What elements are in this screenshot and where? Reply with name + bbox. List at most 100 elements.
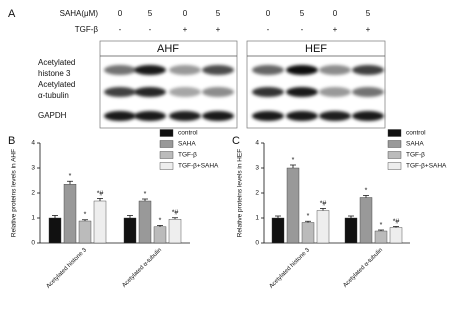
x-tick-label: Acetylated histone 3: [46, 247, 89, 290]
blot-band: [202, 65, 234, 75]
blot-band: [134, 111, 166, 121]
saha-dose: 5: [366, 9, 371, 18]
legend-swatch: [159, 151, 174, 159]
blot-band: [169, 111, 201, 121]
bar: [93, 200, 107, 244]
error-bar: [157, 225, 163, 227]
y-tick-label: 4: [31, 140, 35, 147]
blot-band: [286, 87, 318, 97]
bar: [374, 230, 388, 244]
x-tick-label: Acetylated α-tubulin: [121, 247, 163, 289]
bar: [301, 222, 315, 244]
legend-label: TGF-β: [178, 152, 197, 159]
significance-marker: *: [307, 213, 310, 220]
cell-label: HEF: [305, 43, 327, 55]
blot-band: [252, 87, 284, 97]
y-tick-label: 1: [255, 215, 259, 222]
y-tick-label: 1: [31, 215, 35, 222]
x-tick-label: Acetylated α-tubulin: [342, 247, 384, 289]
blot-band: [319, 65, 351, 75]
bar: [271, 217, 285, 244]
panel-label: A: [8, 8, 16, 20]
saha-dose: 0: [333, 9, 338, 18]
blot-band: [202, 87, 234, 97]
blot-band: [352, 65, 384, 75]
bar: [316, 210, 330, 244]
error-bar: [275, 215, 281, 218]
blot-band: [352, 111, 384, 121]
blot-band: [134, 87, 166, 97]
y-tick-label: 3: [31, 165, 35, 172]
error-bar: [97, 198, 103, 201]
error-bar: [363, 195, 369, 198]
blot-band: [104, 87, 136, 97]
cell-label: AHF: [157, 43, 179, 55]
panel-label: C: [232, 135, 240, 147]
blot-band: [286, 111, 318, 121]
error-bar: [127, 215, 133, 218]
y-tick-label: 0: [31, 240, 35, 247]
blot-band: [104, 111, 136, 121]
blot-band: [286, 65, 318, 75]
bar: [344, 217, 358, 244]
saha-dose: 5: [300, 9, 305, 18]
legend-swatch: [387, 162, 402, 170]
blot-band: [252, 111, 284, 121]
legend-label: TGF-β+SAHA: [406, 163, 447, 170]
significance-marker: *#: [320, 200, 327, 207]
tgf-sign: +: [183, 25, 188, 34]
saha-dose: 5: [148, 9, 153, 18]
error-bar: [52, 215, 58, 218]
error-bar: [142, 198, 148, 201]
bar: [359, 197, 373, 244]
blot-band: [252, 65, 284, 75]
blot-band: [169, 65, 201, 75]
blot-band: [319, 87, 351, 97]
saha-dose: 0: [266, 9, 271, 18]
blot-band: [352, 87, 384, 97]
significance-marker: *#: [393, 218, 400, 225]
bar: [168, 219, 182, 244]
legend-swatch: [387, 129, 402, 137]
x-tick-label: Acetylated histone 3: [269, 247, 312, 290]
saha-dose: 5: [216, 9, 221, 18]
bar: [78, 220, 92, 244]
y-axis-label: Relative proteins levels in AHF: [11, 149, 18, 237]
bar: [138, 200, 152, 244]
row-label: α-tubulin: [38, 91, 69, 100]
error-bar: [393, 226, 399, 228]
error-bar: [172, 217, 178, 220]
y-tick-label: 3: [255, 165, 259, 172]
saha-dose: 0: [183, 9, 188, 18]
significance-marker: *: [69, 173, 72, 180]
legend-swatch: [387, 151, 402, 159]
blot-band: [134, 65, 166, 75]
blot-frame: [246, 40, 386, 129]
y-tick-label: 4: [255, 140, 259, 147]
legend-swatch: [159, 129, 174, 137]
tgf-sign: -: [149, 25, 152, 34]
legend-label: TGF-β: [406, 152, 425, 159]
panel-label: B: [8, 135, 15, 147]
significance-marker: *: [159, 217, 162, 224]
error-bar: [82, 219, 88, 221]
legend-label: TGF-β+SAHA: [178, 163, 219, 170]
significance-marker: *: [292, 157, 295, 164]
error-bar: [67, 180, 73, 185]
significance-marker: *#: [172, 210, 179, 217]
error-bar: [378, 229, 384, 231]
significance-marker: *: [365, 187, 368, 194]
significance-marker: *: [380, 222, 383, 229]
y-tick-label: 2: [255, 190, 259, 197]
significance-marker: *: [144, 191, 147, 198]
blot-frame: [99, 40, 238, 129]
bar: [286, 167, 300, 244]
legend-label: control: [406, 130, 426, 137]
row-label: GAPDH: [38, 111, 67, 120]
bar: [63, 184, 77, 244]
saha-label: SAHA(μM): [60, 9, 99, 18]
legend-swatch: [387, 140, 402, 148]
legend-label: control: [178, 130, 198, 137]
tgf-sign: +: [333, 25, 338, 34]
